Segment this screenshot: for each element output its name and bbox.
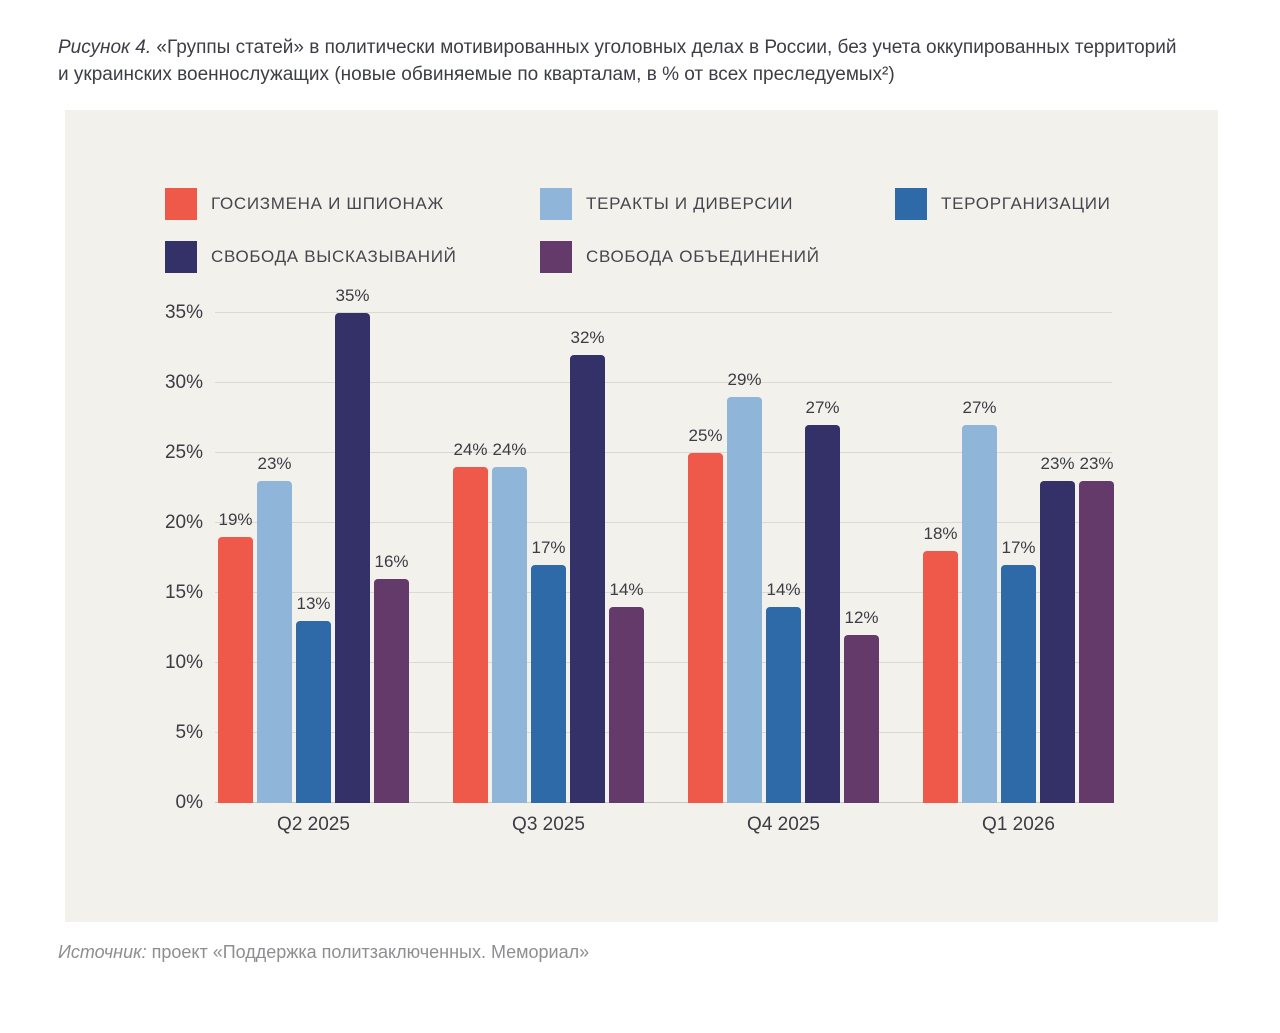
y-axis-tick-label: 30%: [164, 372, 203, 393]
gridline: [215, 662, 1112, 663]
y-axis-tick-label: 20%: [164, 512, 203, 533]
legend: ГОСИЗМЕНА И ШПИОНАЖ ТЕРАКТЫ И ДИВЕРСИИ ТЕР…: [165, 188, 1111, 273]
bar-value-label: 17%: [531, 538, 566, 557]
bar-value-label: 12%: [844, 608, 879, 627]
y-axis-tick-label: 0%: [175, 792, 203, 813]
bar: 14%: [609, 580, 644, 803]
legend-series-label: ГОСИЗМЕНА И ШПИОНАЖ: [211, 194, 444, 213]
bar: 23%: [1079, 454, 1114, 803]
bar: 29%: [727, 370, 762, 803]
plot-area: 0% 5% 10% 15% 20% 25% 30% 35% 19% 23% 13% 35% 16% Q2 …: [165, 286, 1114, 835]
bar-value-label: 17%: [1001, 538, 1036, 557]
bar-group: 25% 29% 14% 27% 12%: [688, 313, 879, 803]
bar: 32%: [570, 328, 605, 803]
bar-value-label: 14%: [766, 580, 801, 599]
x-axis-label: Q3 2025: [512, 814, 585, 835]
bar: 25%: [688, 426, 723, 803]
source-text: проект «Поддержка политзаключенных. Мемо…: [146, 942, 590, 962]
bar: 27%: [962, 398, 997, 803]
bar-value-label: 32%: [570, 328, 605, 347]
legend-swatch-icon: [540, 188, 572, 220]
bar: 17%: [531, 538, 566, 803]
bar: 23%: [257, 454, 292, 803]
bar-value-label: 16%: [374, 552, 409, 571]
legend-series-label: СВОБОДА ОБЪЕДИНЕНИЙ: [586, 247, 820, 266]
bar-value-label: 23%: [1079, 454, 1114, 473]
y-axis-tick-label: 35%: [164, 302, 203, 323]
source-label: Источник:: [58, 942, 147, 962]
gridline: [215, 452, 1112, 453]
gridline: [215, 382, 1112, 383]
y-axis-tick-label: 25%: [164, 442, 203, 463]
x-axis-label: Q4 2025: [747, 814, 820, 835]
legend-item: ТЕРОРГАНИЗАЦИИ: [895, 188, 1111, 220]
figure-number-label: Рисунок 4.: [58, 37, 152, 58]
figure-title-text: «Группы статей» в политически мотивирова…: [58, 37, 1177, 85]
bar-value-label: 19%: [218, 510, 253, 529]
gridline: [215, 592, 1112, 593]
legend-swatch-icon: [540, 241, 572, 273]
bar: 17%: [1001, 538, 1036, 803]
legend-series-label: СВОБОДА ВЫСКАЗЫВАНИЙ: [211, 247, 457, 266]
bar: 14%: [766, 580, 801, 803]
bar: 16%: [374, 552, 409, 803]
legend-swatch-icon: [895, 188, 927, 220]
legend-series-label: ТЕРАКТЫ И ДИВЕРСИИ: [586, 194, 794, 213]
figure-title: Рисунок 4. «Группы статей» в политически…: [58, 34, 1188, 88]
legend-swatch-icon: [165, 188, 197, 220]
bar: 18%: [923, 524, 958, 803]
gridline: [215, 522, 1112, 523]
y-axis-tick-label: 5%: [175, 722, 203, 743]
legend-item: ГОСИЗМЕНА И ШПИОНАЖ: [165, 188, 540, 220]
bar-value-label: 27%: [805, 398, 840, 417]
gridline: [215, 312, 1112, 313]
bar-value-label: 29%: [727, 370, 762, 389]
x-axis-label: Q2 2025: [277, 814, 350, 835]
bar: 19%: [218, 510, 253, 803]
chart-panel: ГОСИЗМЕНА И ШПИОНАЖ ТЕРАКТЫ И ДИВЕРСИИ ТЕР…: [65, 110, 1218, 922]
bar: 27%: [805, 398, 840, 803]
x-axis-label: Q1 2026: [982, 814, 1055, 835]
legend-item: ТЕРАКТЫ И ДИВЕРСИИ: [540, 188, 895, 220]
bar-value-label: 23%: [257, 454, 292, 473]
bar-value-label: 24%: [453, 440, 488, 459]
bar-value-label: 27%: [962, 398, 997, 417]
bar-group: 24% 24% 17% 32% 14%: [453, 313, 644, 803]
y-axis-tick-label: 10%: [164, 652, 203, 673]
y-axis-tick-label: 15%: [164, 582, 203, 603]
bar-value-label: 13%: [296, 594, 331, 613]
bar: 13%: [296, 594, 331, 803]
bar: 23%: [1040, 454, 1075, 803]
legend-item: СВОБОДА ВЫСКАЗЫВАНИЙ: [165, 241, 540, 273]
bar-group: 18% 27% 17% 23% 23%: [923, 313, 1114, 803]
legend-item: СВОБОДА ОБЪЕДИНЕНИЙ: [540, 241, 895, 273]
legend-swatch-icon: [165, 241, 197, 273]
bar-value-label: 24%: [492, 440, 527, 459]
bar-value-label: 35%: [335, 286, 370, 305]
bar: 24%: [453, 440, 488, 803]
source-note: Источник: проект «Поддержка политзаключе…: [58, 942, 589, 963]
bar-group: 19% 23% 13% 35% 16%: [218, 286, 409, 803]
bar: 12%: [844, 608, 879, 803]
bar-value-label: 14%: [609, 580, 644, 599]
bar-value-label: 25%: [688, 426, 723, 445]
bar-value-label: 18%: [923, 524, 958, 543]
bar: 35%: [335, 286, 370, 803]
bar: 24%: [492, 440, 527, 803]
bar-value-label: 23%: [1040, 454, 1075, 473]
gridline: [215, 732, 1112, 733]
gridline: [215, 802, 1112, 803]
legend-series-label: ТЕРОРГАНИЗАЦИИ: [941, 194, 1111, 213]
